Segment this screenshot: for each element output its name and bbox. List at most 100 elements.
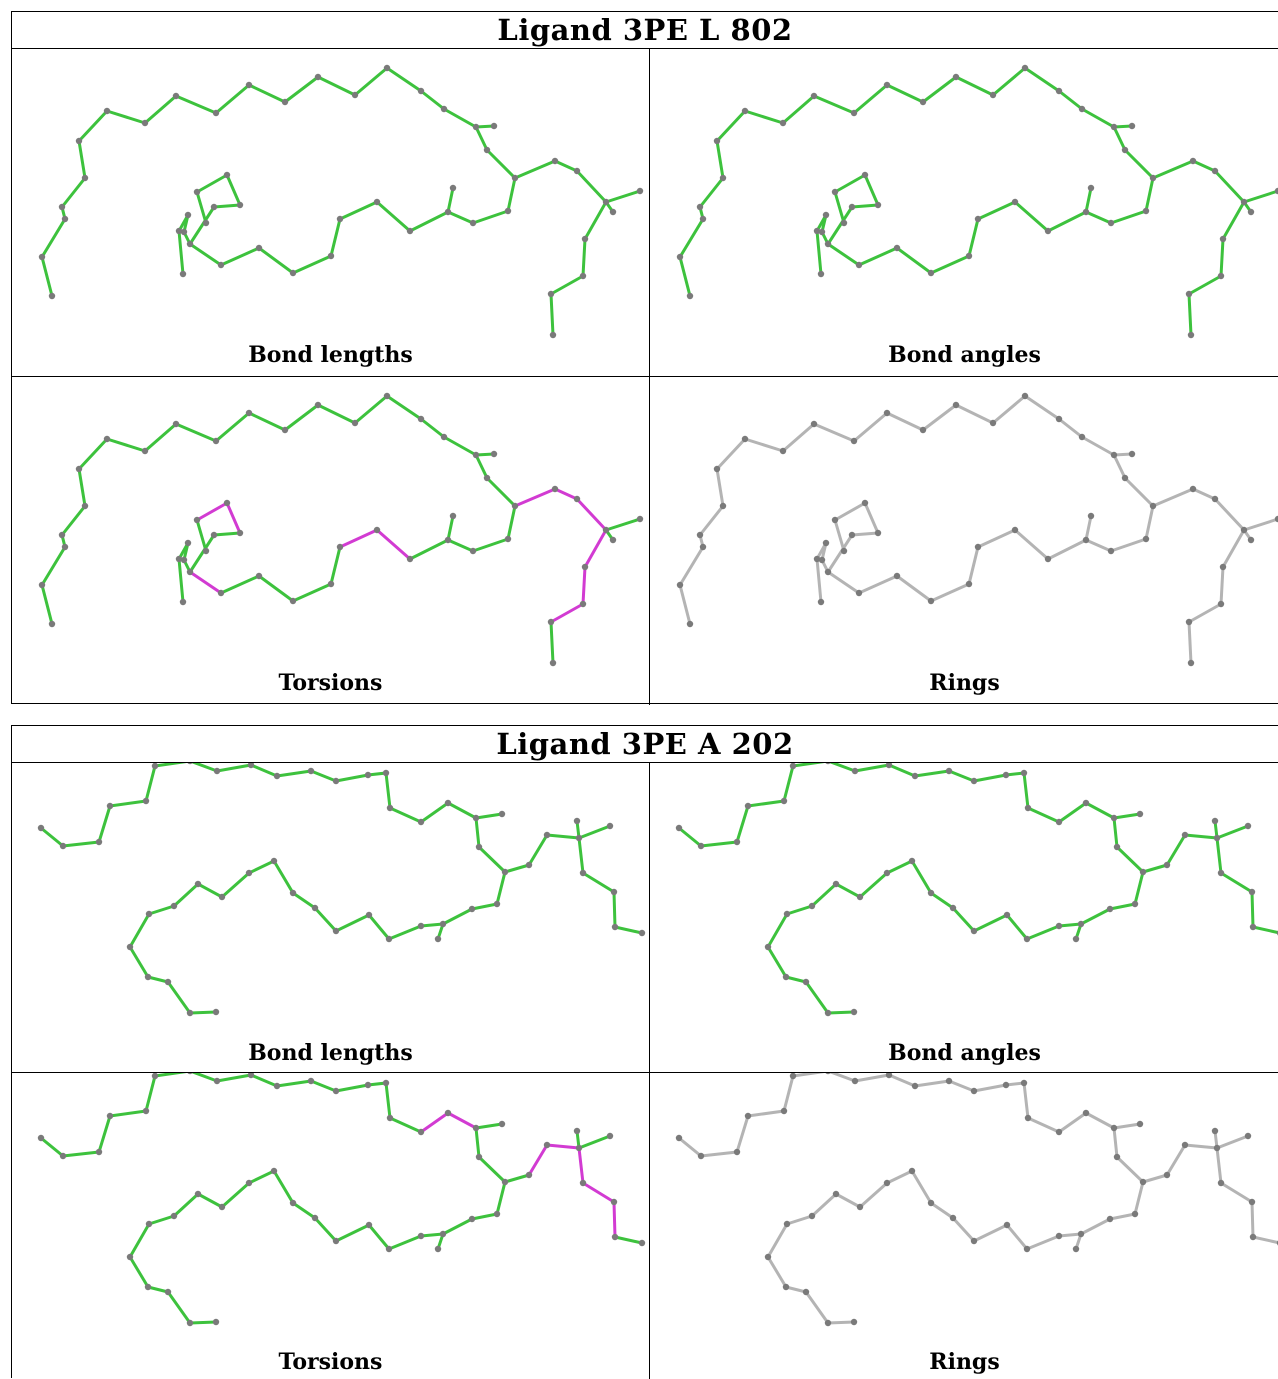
atom	[908, 857, 916, 865]
bond	[913, 1079, 951, 1088]
bond	[513, 159, 557, 180]
atom	[885, 1073, 893, 1079]
bond	[1221, 200, 1246, 241]
divider	[12, 1072, 1278, 1073]
bond	[1221, 528, 1246, 569]
bond	[408, 538, 450, 561]
atom	[48, 620, 56, 628]
atom	[610, 1198, 618, 1206]
atom	[184, 539, 192, 547]
bond	[826, 242, 861, 267]
bond	[1080, 107, 1116, 129]
atom	[824, 1009, 832, 1017]
atom	[236, 529, 244, 537]
bond	[334, 1083, 370, 1093]
bond	[419, 922, 445, 928]
atom	[444, 208, 452, 216]
bond	[1022, 1081, 1030, 1120]
bond	[1022, 771, 1030, 810]
bond	[929, 1201, 955, 1220]
bond	[782, 1074, 795, 1113]
atom	[1131, 900, 1139, 908]
bond	[470, 902, 499, 911]
atom	[202, 547, 210, 555]
bond	[108, 1109, 148, 1118]
atom	[919, 98, 927, 106]
bond	[1057, 417, 1084, 439]
bond	[477, 845, 507, 874]
bond	[353, 394, 389, 425]
atom	[444, 799, 452, 807]
bond	[581, 237, 587, 278]
atom	[483, 474, 491, 482]
bond	[1183, 833, 1219, 840]
atom	[885, 763, 893, 769]
bond	[384, 1081, 392, 1120]
atom	[1107, 219, 1115, 227]
bond	[699, 1150, 739, 1158]
bond	[553, 487, 579, 501]
bond	[1219, 871, 1254, 894]
bond	[791, 763, 825, 768]
bond	[577, 824, 612, 840]
bond	[329, 545, 342, 586]
bond	[810, 1192, 838, 1218]
atom	[831, 516, 839, 524]
atom	[439, 1230, 447, 1238]
atom	[970, 1237, 978, 1245]
bond	[583, 528, 608, 569]
bond	[419, 1111, 450, 1134]
bond	[834, 882, 862, 899]
atom	[974, 215, 982, 223]
atom	[194, 1190, 202, 1198]
bond	[954, 75, 995, 97]
atom	[850, 1318, 858, 1326]
atom	[501, 1178, 509, 1186]
bond	[895, 574, 933, 603]
bond	[826, 533, 854, 574]
bond	[247, 1169, 276, 1185]
atom	[686, 292, 694, 300]
atom	[364, 1081, 372, 1089]
bond	[1242, 189, 1278, 204]
bond	[1057, 89, 1084, 111]
atom	[1149, 502, 1157, 510]
atom	[145, 1220, 153, 1228]
bond	[833, 190, 846, 225]
bond	[1023, 394, 1061, 421]
atom	[638, 929, 646, 937]
atom	[1020, 1079, 1028, 1087]
bond	[785, 904, 814, 916]
atom	[1211, 167, 1219, 175]
atom	[180, 228, 188, 236]
atom	[58, 203, 66, 211]
bond	[1005, 1223, 1029, 1251]
bond	[913, 769, 951, 778]
atom	[223, 171, 231, 179]
atom	[245, 409, 253, 417]
atom	[212, 1318, 220, 1326]
bond	[826, 1320, 856, 1325]
bond	[474, 125, 489, 152]
atom	[789, 763, 797, 770]
bond	[577, 1146, 585, 1185]
atom	[850, 109, 858, 117]
atom	[1024, 1114, 1032, 1122]
atom	[927, 1199, 935, 1207]
atom	[38, 581, 46, 589]
atom	[103, 107, 111, 115]
atom	[713, 137, 721, 145]
bond	[921, 403, 958, 432]
atom	[575, 834, 583, 842]
atom	[382, 1079, 390, 1087]
bond	[1057, 801, 1088, 824]
bond	[495, 1180, 507, 1216]
atom	[1087, 184, 1095, 192]
atom	[783, 910, 791, 918]
bond	[1112, 125, 1127, 152]
bond	[212, 203, 242, 209]
atom	[332, 1237, 340, 1245]
bond	[247, 411, 287, 432]
atom	[1023, 1245, 1031, 1253]
atom	[549, 331, 557, 339]
